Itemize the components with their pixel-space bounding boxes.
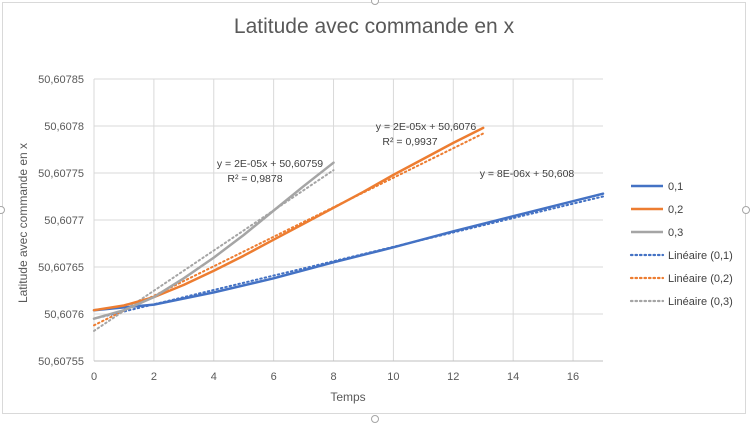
series-layer [92, 126, 605, 332]
legend-item[interactable]: Linéaire (0,2) [629, 273, 733, 285]
trendline-equation-0-3: y = 2E-05x + 50,60759 R² = 0,9878 [217, 158, 323, 185]
equation-label: y = 8E-06x + 50,608 [480, 168, 575, 180]
legend-label: Linéaire (0,2) [668, 273, 733, 285]
y-tick-label: 50,6077 [44, 215, 84, 227]
x-tick-label: 14 [507, 371, 519, 383]
x-axis-ticks: 0 2 4 6 8 10 12 14 16 [91, 371, 579, 383]
legend[interactable]: 0,1 0,2 0,3 Linéaire (0,1) Linéaire (0,2) Lin… [629, 181, 733, 308]
y-tick-label: 50,6076 [44, 309, 84, 321]
legend-label: 0,1 [668, 181, 683, 193]
y-tick-label: 50,60755 [38, 356, 84, 368]
y-axis-ticks: 50,60755 50,6076 50,60765 50,6077 50,60775 50… [38, 74, 84, 368]
trendline-equation-0-2: y = 2E-05x + 50,6076 R² = 0,9937 [376, 121, 477, 148]
chart-area[interactable] [2, 2, 746, 414]
y-axis-title: Latitude avec commande en x [16, 143, 30, 303]
trendline-lin-aire-0-3[interactable] [93, 169, 335, 332]
x-tick-label: 2 [151, 371, 157, 383]
r-squared-label: R² = 0,9878 [227, 173, 282, 185]
legend-item[interactable]: 0,2 [631, 204, 683, 216]
series-line-0-2[interactable] [92, 126, 485, 312]
legend-label: Linéaire (0,3) [668, 296, 733, 308]
x-tick-label: 16 [567, 371, 579, 383]
chart-title: Latitude avec commande en x [234, 15, 515, 38]
y-tick-label: 50,6078 [44, 121, 84, 133]
y-tick-label: 50,60775 [38, 168, 84, 180]
equation-label: y = 2E-05x + 50,6076 [376, 121, 477, 133]
legend-item[interactable]: Linéaire (0,1) [629, 250, 733, 262]
legend-label: 0,2 [668, 204, 683, 216]
y-tick-label: 50,60765 [38, 262, 84, 274]
y-tick-label: 50,60785 [38, 74, 84, 86]
grid [93, 78, 603, 362]
legend-label: Linéaire (0,1) [668, 250, 733, 262]
resize-handle-top[interactable] [371, 0, 379, 5]
resize-handle-left[interactable] [0, 206, 5, 214]
legend-item[interactable]: Linéaire (0,3) [629, 296, 733, 308]
x-tick-label: 12 [447, 371, 459, 383]
legend-item[interactable]: 0,1 [631, 181, 683, 193]
series-line-0-3[interactable] [92, 161, 335, 320]
x-tick-label: 10 [387, 371, 399, 383]
r-squared-label: R² = 0,9937 [382, 136, 437, 148]
x-axis-title: Temps [330, 390, 365, 404]
x-tick-label: 6 [271, 371, 277, 383]
legend-label: 0,3 [668, 227, 683, 239]
trendline-equation-0-1: y = 8E-06x + 50,608 [480, 168, 575, 180]
x-tick-label: 0 [91, 371, 97, 383]
series-line-0-1[interactable] [92, 192, 605, 312]
legend-item[interactable]: 0,3 [631, 227, 683, 239]
x-tick-label: 8 [330, 371, 336, 383]
equation-label: y = 2E-05x + 50,60759 [217, 158, 323, 170]
x-tick-label: 4 [211, 371, 217, 383]
